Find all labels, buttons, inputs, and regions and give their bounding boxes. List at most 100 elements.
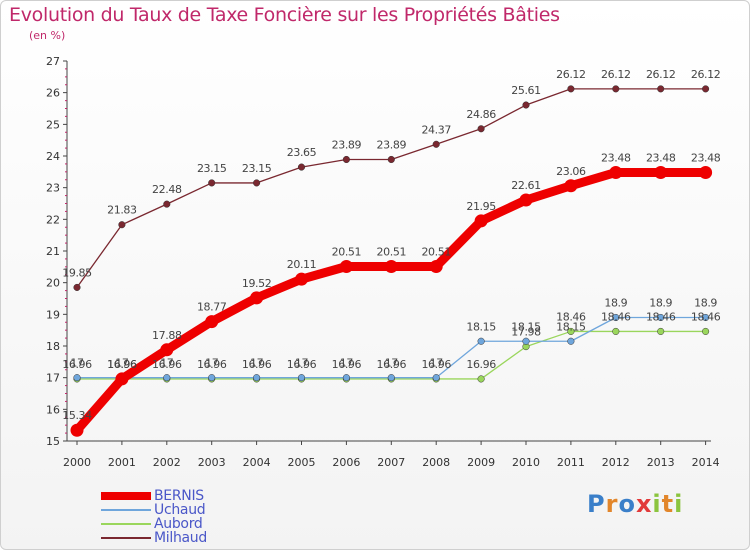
data-point-bernis — [384, 260, 398, 274]
data-label-milhaud: 26.12 — [691, 68, 721, 81]
data-point-bernis — [339, 260, 353, 274]
data-point-uchaud — [73, 374, 81, 382]
data-label-aubord: 16.96 — [466, 358, 496, 371]
x-tick-label: 2012 — [602, 456, 630, 469]
data-point-uchaud — [567, 337, 575, 345]
data-point-aubord — [702, 327, 710, 335]
data-label-bernis: 23.48 — [646, 151, 676, 164]
data-point-uchaud — [477, 337, 485, 345]
data-label-uchaud: 18.9 — [694, 297, 717, 310]
data-point-milhaud — [208, 179, 216, 187]
chart-unit-label: (en %) — [29, 29, 66, 42]
legend-label-milhaud: Milhaud — [154, 530, 207, 546]
data-label-bernis: 23.06 — [556, 165, 586, 178]
legend-swatch-uchaud — [101, 509, 151, 511]
data-point-uchaud — [253, 374, 261, 382]
legend-swatch-aubord — [101, 523, 151, 525]
legend-item-uchaud: Uchaud — [101, 502, 206, 518]
data-label-aubord: 16.96 — [152, 358, 182, 371]
data-point-aubord — [477, 375, 485, 383]
y-tick-label: 21 — [46, 245, 60, 258]
data-point-bernis — [699, 165, 713, 179]
data-label-aubord: 16.96 — [107, 358, 137, 371]
y-tick-label: 15 — [46, 435, 60, 448]
data-label-aubord: 18.46 — [601, 310, 631, 323]
data-label-milhaud: 19.85 — [62, 266, 92, 279]
legend-swatch-bernis — [101, 492, 151, 500]
data-label-uchaud: 17 — [295, 357, 309, 370]
x-tick-label: 2005 — [288, 456, 316, 469]
data-point-bernis — [429, 260, 443, 274]
data-point-bernis — [474, 214, 488, 228]
data-point-uchaud — [522, 337, 530, 345]
legend-item-bernis: BERNIS — [101, 488, 204, 504]
data-point-milhaud — [118, 221, 126, 229]
data-label-uchaud: 17 — [430, 357, 444, 370]
data-label-uchaud: 18.9 — [649, 297, 672, 310]
data-label-milhaud: 26.12 — [601, 68, 631, 81]
x-tick-label: 2001 — [108, 456, 136, 469]
data-label-milhaud: 22.48 — [152, 183, 182, 196]
x-tick-label: 2007 — [377, 456, 405, 469]
data-label-milhaud: 24.86 — [466, 108, 496, 121]
data-label-uchaud: 18.15 — [466, 320, 496, 333]
data-point-aubord — [567, 327, 575, 335]
data-point-bernis — [205, 315, 219, 329]
y-tick-label: 17 — [46, 372, 60, 385]
data-label-uchaud: 18.15 — [556, 320, 586, 333]
y-tick-label: 27 — [46, 55, 60, 68]
y-tick-label: 26 — [46, 87, 60, 100]
x-tick-label: 2014 — [692, 456, 720, 469]
data-label-bernis: 16.96 — [107, 358, 137, 371]
data-point-uchaud — [297, 374, 306, 382]
data-label-uchaud: 18.9 — [604, 297, 627, 310]
data-point-milhaud — [477, 125, 485, 133]
legend-item-milhaud: Milhaud — [101, 530, 207, 546]
data-label-uchaud: 17 — [250, 357, 264, 370]
data-point-uchaud — [702, 313, 710, 322]
data-label-aubord: 16.96 — [62, 358, 92, 371]
x-tick-label: 2000 — [63, 456, 91, 469]
data-label-uchaud: 17 — [160, 357, 174, 370]
y-tick-label: 20 — [46, 277, 60, 290]
data-label-milhaud: 25.61 — [511, 84, 541, 97]
data-point-milhaud — [432, 140, 440, 148]
legend-item-aubord: Aubord — [101, 516, 203, 532]
data-label-aubord: 16.96 — [421, 358, 451, 371]
data-point-milhaud — [297, 163, 306, 171]
x-tick-label: 2010 — [512, 456, 540, 469]
data-label-bernis: 17.88 — [152, 329, 182, 342]
data-point-uchaud — [387, 374, 395, 382]
data-label-aubord: 16.96 — [332, 358, 362, 371]
chart-title: Evolution du Taux de Taxe Foncière sur l… — [9, 4, 560, 26]
data-point-milhaud — [73, 283, 81, 291]
data-point-milhaud — [253, 179, 261, 187]
data-label-milhaud: 23.15 — [197, 162, 227, 175]
x-tick-label: 2008 — [422, 456, 450, 469]
data-label-aubord: 16.96 — [377, 358, 407, 371]
data-point-milhaud — [702, 85, 710, 93]
data-label-bernis: 20.51 — [421, 246, 451, 259]
data-point-aubord — [612, 327, 620, 335]
data-label-uchaud: 17 — [115, 357, 129, 370]
x-tick-label: 2006 — [332, 456, 360, 469]
data-point-uchaud — [342, 374, 350, 382]
logo-letter: Proxiti — [587, 490, 684, 518]
data-label-milhaud: 23.89 — [377, 138, 407, 151]
data-point-uchaud — [432, 374, 440, 382]
data-point-bernis — [160, 343, 174, 357]
data-label-aubord: 17.98 — [511, 326, 541, 339]
x-tick-label: 2013 — [647, 456, 675, 469]
data-point-milhaud — [163, 200, 171, 208]
data-point-milhaud — [612, 85, 620, 93]
data-label-bernis: 20.51 — [377, 246, 407, 259]
legend-label-aubord: Aubord — [154, 516, 203, 532]
data-label-bernis: 21.95 — [466, 200, 496, 213]
data-point-bernis — [609, 165, 623, 179]
data-point-milhaud — [567, 85, 575, 93]
data-label-milhaud: 23.65 — [287, 146, 317, 159]
data-point-bernis — [519, 193, 533, 207]
data-label-milhaud: 21.83 — [107, 204, 137, 217]
